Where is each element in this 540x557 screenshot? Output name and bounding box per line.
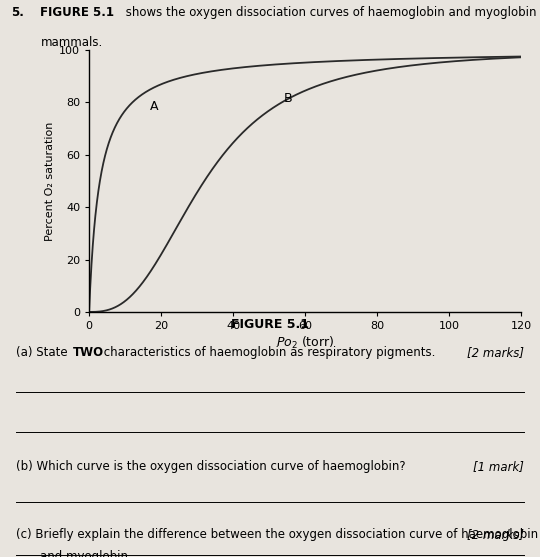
Text: (b) Which curve is the oxygen dissociation curve of haemoglobin?: (b) Which curve is the oxygen dissociati… — [16, 460, 406, 473]
Text: (a) State: (a) State — [16, 346, 72, 359]
Text: FIGURE 5.1: FIGURE 5.1 — [40, 6, 114, 19]
Text: [2 marks]: [2 marks] — [467, 346, 524, 359]
Text: 5.: 5. — [11, 6, 24, 19]
Text: and myoglobin.: and myoglobin. — [40, 550, 132, 557]
Text: B: B — [284, 92, 292, 105]
Text: [1 mark]: [1 mark] — [473, 460, 524, 473]
Text: characteristics of haemoglobin as respiratory pigments.: characteristics of haemoglobin as respir… — [100, 346, 435, 359]
Text: [2 marks]: [2 marks] — [467, 529, 524, 541]
Text: TWO: TWO — [73, 346, 104, 359]
Text: mammals.: mammals. — [40, 36, 103, 49]
Text: A: A — [150, 100, 159, 113]
Y-axis label: Percent O₂ saturation: Percent O₂ saturation — [45, 121, 55, 241]
Text: FIGURE 5.1: FIGURE 5.1 — [231, 318, 309, 331]
Text: shows the oxygen dissociation curves of haemoglobin and myoglobin in: shows the oxygen dissociation curves of … — [122, 6, 540, 19]
X-axis label: $\it{P}o_2$ (torr): $\it{P}o_2$ (torr) — [276, 335, 334, 351]
Text: (c) Briefly explain the difference between the oxygen dissociation curve of haem: (c) Briefly explain the difference betwe… — [16, 529, 538, 541]
